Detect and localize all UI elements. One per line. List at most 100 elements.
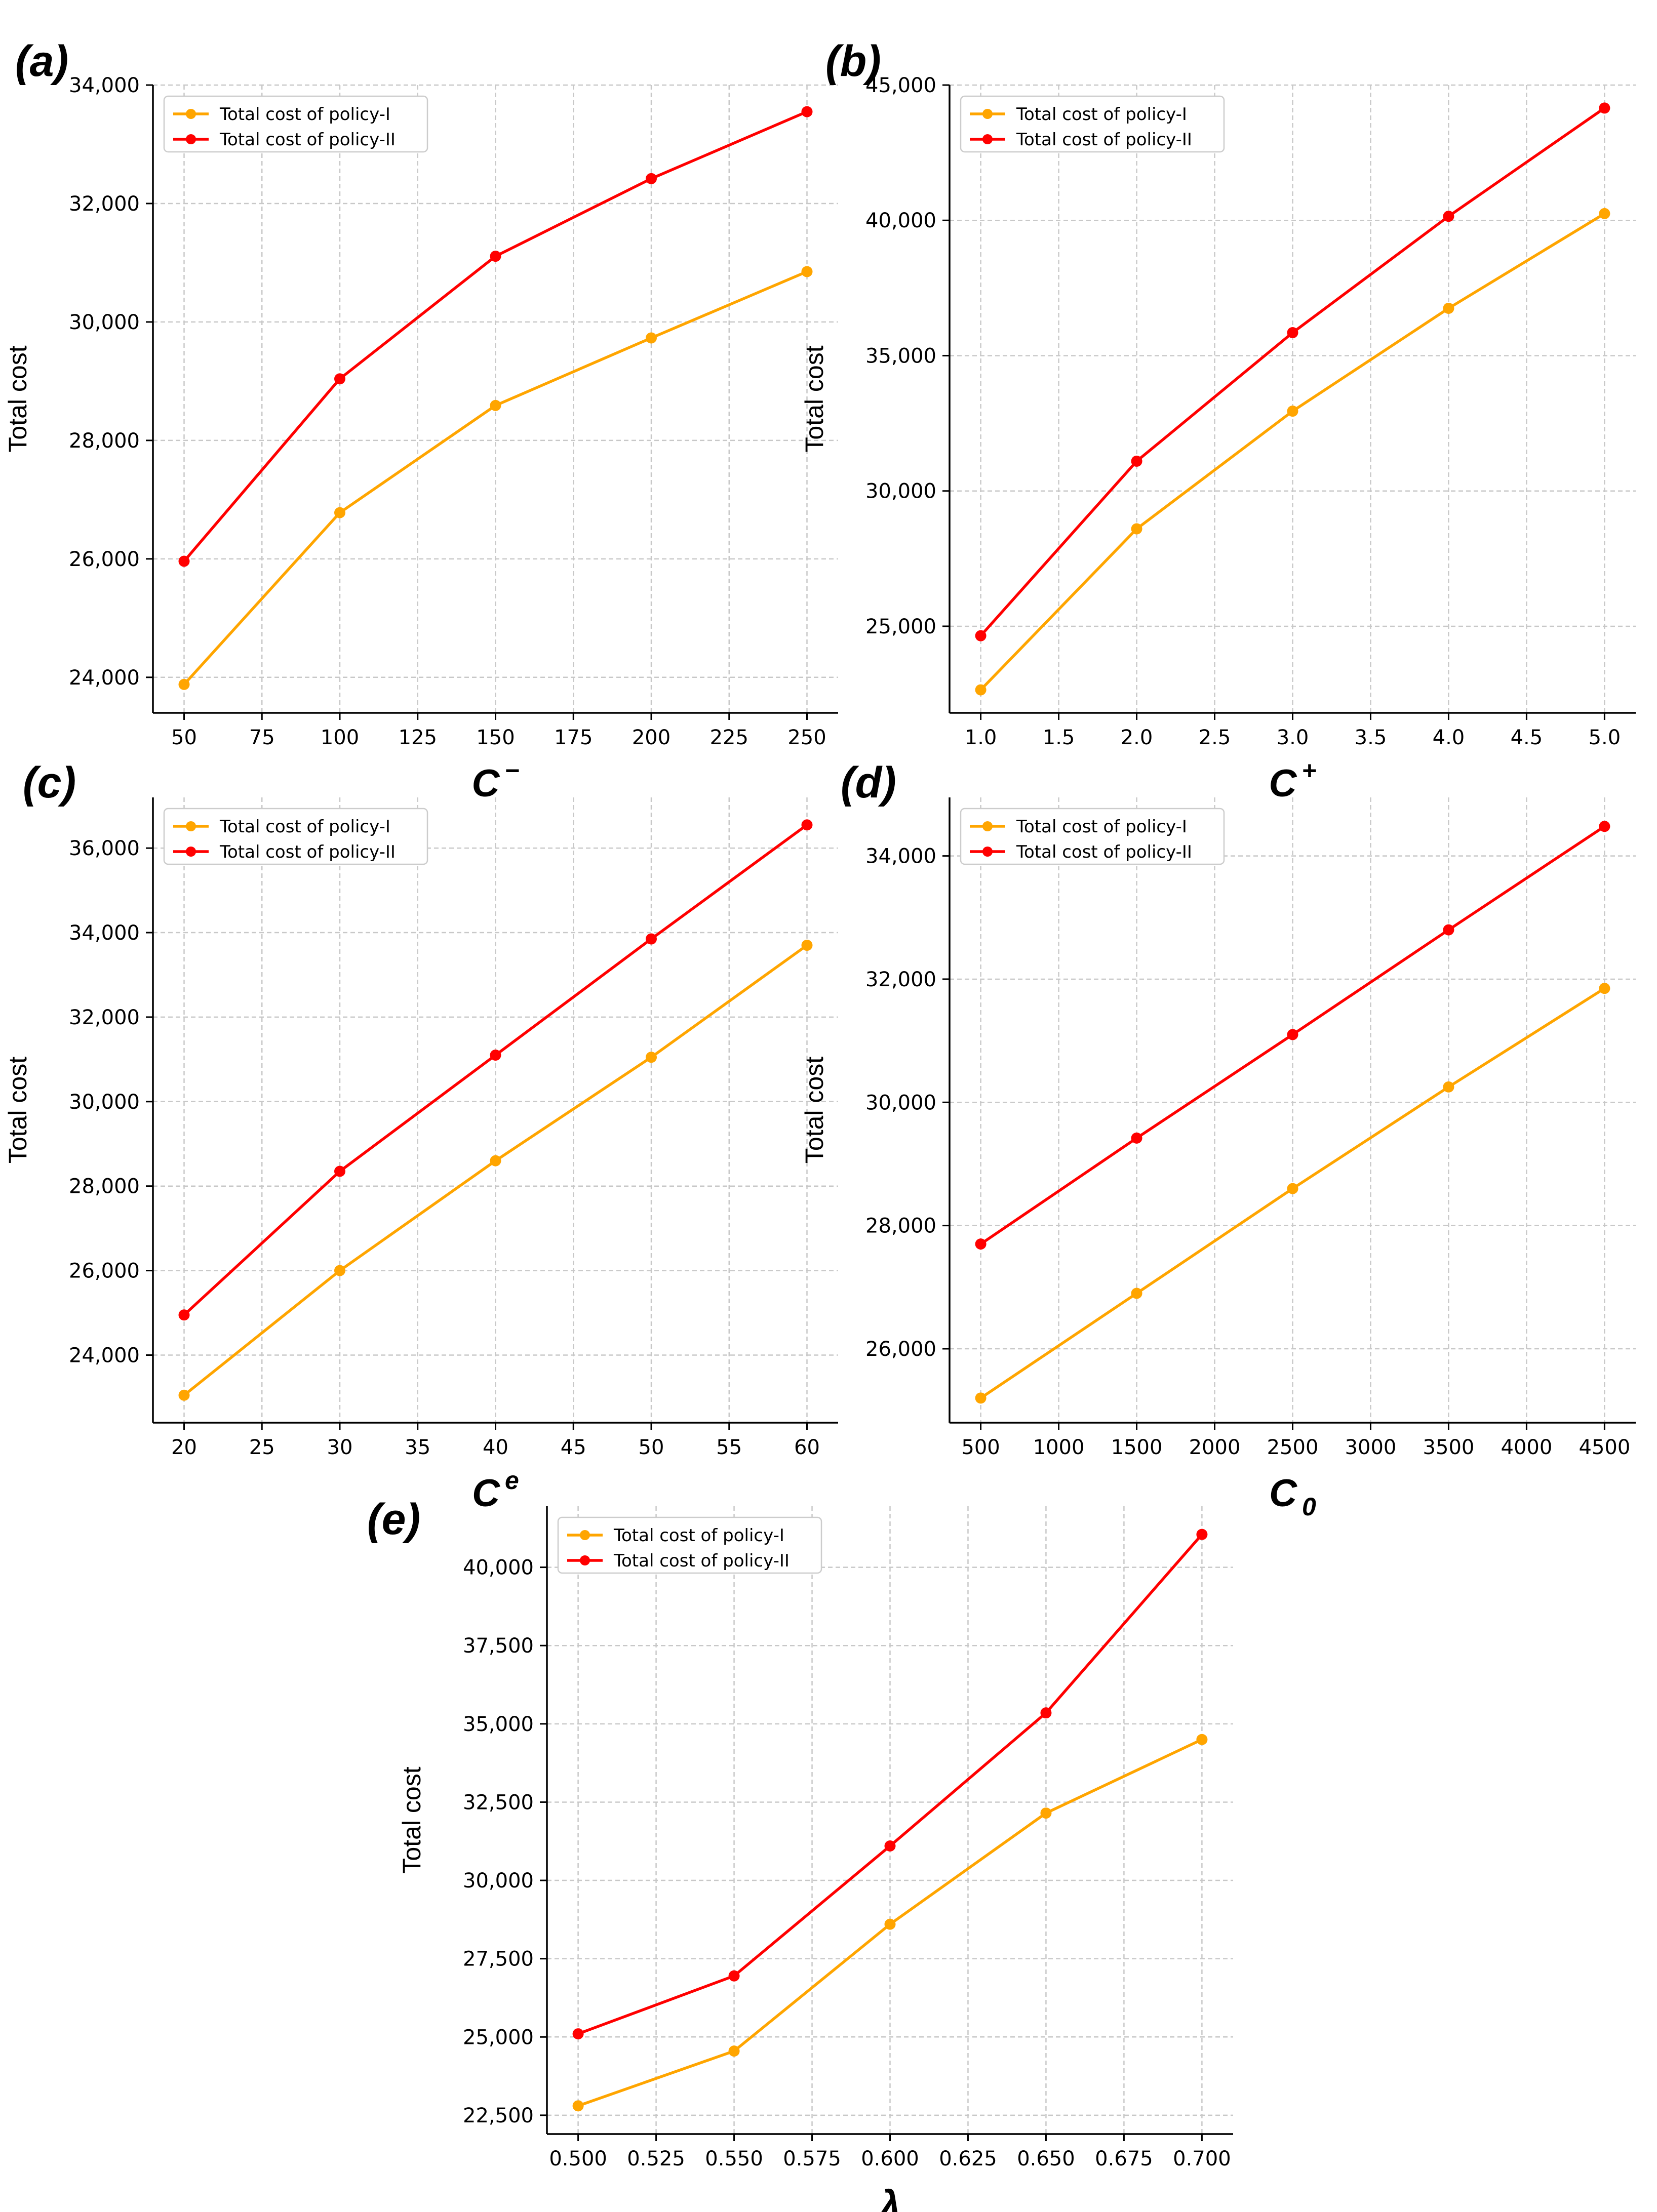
legend-entry-label: Total cost of policy-I	[1016, 817, 1187, 837]
data-point	[572, 2028, 584, 2040]
legend-box	[960, 808, 1225, 865]
legend-entry-label: Total cost of policy-I	[219, 817, 390, 837]
data-point	[728, 2045, 740, 2057]
x-tick-label: 150	[476, 726, 515, 749]
legend-entry-label: Total cost of policy-I	[219, 104, 390, 125]
y-tick-label: 28,000	[69, 1175, 140, 1198]
data-point	[975, 684, 987, 696]
y-tick-label: 40,000	[463, 1556, 534, 1580]
data-point	[1131, 1132, 1142, 1144]
data-point	[1599, 208, 1610, 219]
legend-entry-label: Total cost of policy-II	[1016, 130, 1192, 150]
x-tick-label: 175	[554, 726, 593, 749]
y-tick-label: 34,000	[69, 921, 140, 945]
data-point	[334, 507, 345, 518]
data-point	[646, 933, 657, 945]
x-tick-label: 3.0	[1277, 726, 1309, 749]
x-tick-label: 0.625	[939, 2147, 997, 2170]
x-tick-label: 0.550	[705, 2147, 763, 2170]
legend-swatch-marker	[982, 109, 993, 119]
data-point	[1287, 1183, 1298, 1194]
data-point	[884, 1840, 896, 1852]
legend-entry-label: Total cost of policy-II	[219, 842, 396, 862]
y-tick-label: 26,000	[865, 1338, 936, 1361]
data-point	[178, 1389, 190, 1401]
data-point	[1287, 327, 1298, 339]
data-point	[572, 2100, 584, 2112]
data-point	[178, 678, 190, 690]
data-point	[1287, 1029, 1298, 1040]
legend-swatch-marker	[580, 1555, 590, 1565]
x-tick-label: 50	[171, 726, 197, 749]
data-point	[490, 251, 501, 262]
x-axis-symbol: λ	[877, 2183, 900, 2212]
data-point	[178, 1309, 190, 1321]
data-point	[975, 630, 987, 641]
y-tick-label: 32,000	[865, 968, 936, 991]
x-tick-label: 4500	[1579, 1436, 1631, 1459]
panel-label: (b)	[825, 37, 881, 86]
y-axis-label: Total cost	[800, 345, 828, 452]
data-point	[1287, 406, 1298, 417]
y-tick-label: 25,000	[463, 2026, 534, 2049]
y-tick-label: 28,000	[69, 429, 140, 453]
panel-label: (d)	[841, 758, 896, 807]
x-tick-label: 30	[327, 1436, 353, 1459]
x-axis-label: λ	[877, 2183, 900, 2212]
x-tick-label: 0.575	[783, 2147, 841, 2170]
x-tick-label: 45	[561, 1436, 586, 1459]
legend-entry-label: Total cost of policy-II	[219, 130, 396, 150]
data-point	[1443, 1081, 1454, 1093]
legend-box	[163, 95, 428, 153]
series-line-policy-i	[183, 270, 808, 686]
data-point	[801, 106, 813, 117]
x-tick-label: 50	[639, 1436, 664, 1459]
legend-swatch-marker	[982, 821, 993, 831]
y-tick-label: 32,000	[69, 192, 140, 216]
x-tick-label: 2.0	[1121, 726, 1153, 749]
panel-label: (e)	[367, 1495, 420, 1544]
x-tick-label: 1500	[1111, 1436, 1163, 1459]
y-tick-label: 24,000	[69, 666, 140, 690]
x-tick-label: 500	[961, 1436, 1000, 1459]
x-tick-label: 125	[399, 726, 437, 749]
y-tick-label: 32,000	[69, 1006, 140, 1029]
x-tick-label: 0.600	[861, 2147, 919, 2170]
x-tick-label: 200	[632, 726, 670, 749]
x-tick-label: 20	[171, 1436, 197, 1459]
y-tick-label: 22,500	[463, 2104, 534, 2127]
chart-panel-d: 500 1000 1500 2000 2500 3000 3500 4000 4500 26,00…	[800, 758, 1636, 1521]
x-tick-label: 4000	[1501, 1436, 1553, 1459]
data-point	[1131, 523, 1142, 535]
data-point	[646, 332, 657, 344]
y-tick-label: 25,000	[865, 615, 936, 638]
x-tick-label: 5.0	[1589, 726, 1621, 749]
x-tick-label: 1.0	[965, 726, 997, 749]
x-tick-label: 2000	[1189, 1436, 1241, 1459]
panel-label: (c)	[23, 758, 76, 807]
chart-panel-a: 50 75 100 125 150 175 200 225 250 24,000 26,000 28,…	[4, 37, 838, 805]
y-tick-label: 26,000	[69, 1260, 140, 1283]
x-tick-label: 0.700	[1173, 2147, 1231, 2170]
x-tick-label: 100	[321, 726, 359, 749]
x-axis-symbol-mark: e	[505, 1466, 519, 1495]
x-tick-label: 4.5	[1511, 726, 1543, 749]
data-point	[975, 1392, 987, 1404]
x-tick-label: 75	[249, 726, 275, 749]
chart-panel-e: 0.500 0.525 0.550 0.575 0.600 0.625 0.650 0.675…	[367, 1495, 1233, 2212]
x-tick-label: 25	[249, 1436, 275, 1459]
data-point	[1196, 1734, 1208, 1745]
x-tick-label: 250	[787, 726, 826, 749]
data-point	[1443, 302, 1454, 314]
panel-label: (a)	[15, 37, 68, 86]
x-axis-symbol-mark: 0	[1302, 1493, 1316, 1521]
y-axis-label: Total cost	[398, 1766, 426, 1873]
legend-entry-label: Total cost of policy-I	[1016, 104, 1187, 125]
data-point	[884, 1918, 896, 1930]
data-point	[334, 1165, 345, 1177]
x-tick-label: 1000	[1033, 1436, 1085, 1459]
x-axis-symbol: C	[1269, 1472, 1297, 1515]
x-axis-label: C +	[1269, 756, 1316, 805]
